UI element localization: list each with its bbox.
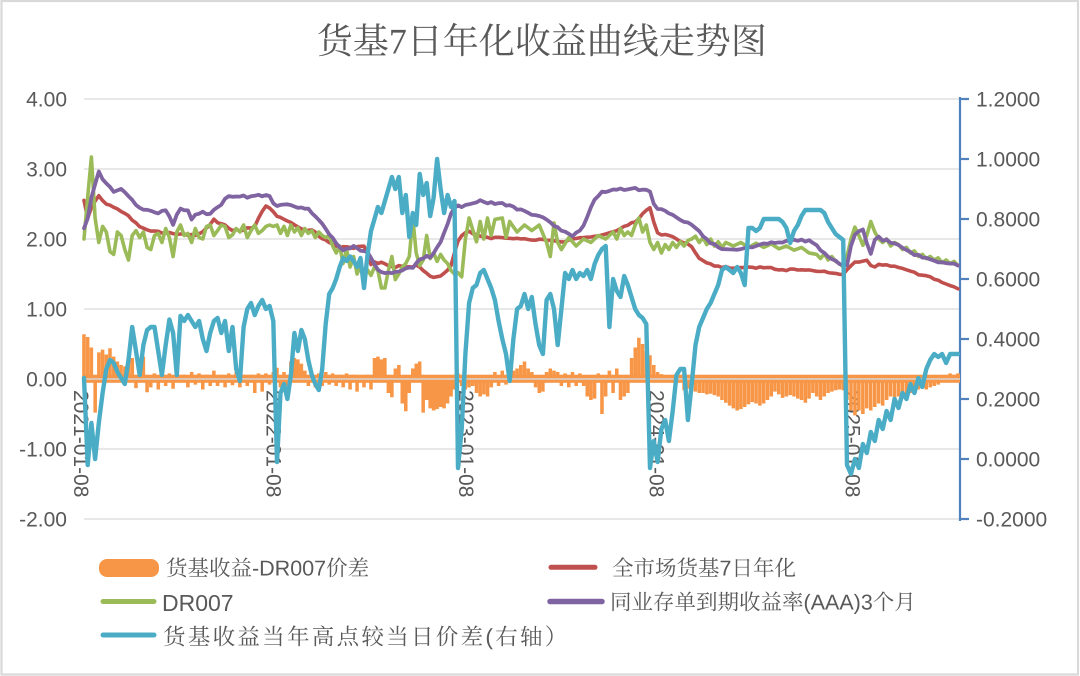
svg-text:0.00: 0.00 <box>26 369 67 392</box>
svg-text:-1.00: -1.00 <box>19 439 67 462</box>
svg-text:1.0000: 1.0000 <box>976 149 1040 172</box>
svg-text:2.00: 2.00 <box>26 229 67 252</box>
svg-text:3.00: 3.00 <box>26 159 67 182</box>
svg-text:0.0000: 0.0000 <box>976 449 1040 472</box>
svg-text:4.00: 4.00 <box>26 89 67 112</box>
svg-text:2023-01-08: 2023-01-08 <box>454 390 477 497</box>
svg-text:0.2000: 0.2000 <box>976 389 1040 412</box>
svg-text:0.8000: 0.8000 <box>976 209 1040 232</box>
svg-text:-0.2000: -0.2000 <box>976 509 1047 532</box>
svg-text:0.6000: 0.6000 <box>976 269 1040 292</box>
svg-text:1.2000: 1.2000 <box>976 89 1040 112</box>
svg-text:DR007: DR007 <box>162 590 234 616</box>
svg-text:1.00: 1.00 <box>26 299 67 322</box>
svg-text:-2.00: -2.00 <box>19 509 67 532</box>
svg-text:0.4000: 0.4000 <box>976 329 1040 352</box>
